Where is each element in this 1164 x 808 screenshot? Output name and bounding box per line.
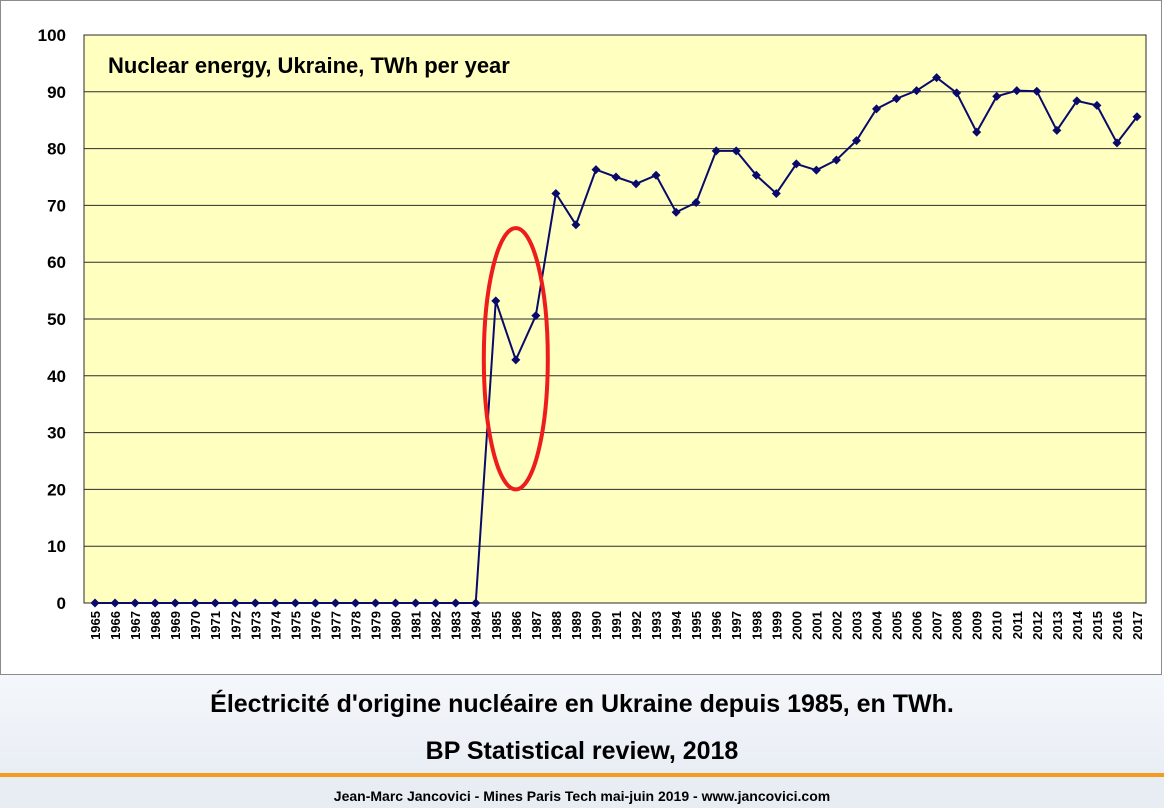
x-tick-label: 2003 [849,611,864,640]
x-tick-label: 1989 [569,611,584,640]
x-tick-label: 1971 [208,611,223,640]
caption-title: Électricité d'origine nucléaire en Ukrai… [0,690,1164,719]
x-tick-label: 1966 [108,611,123,640]
x-tick-label: 1982 [429,611,444,640]
x-tick-label: 1986 [509,611,524,640]
x-tick-label: 2015 [1090,611,1105,640]
x-tick-label: 1996 [709,611,724,640]
x-tick-label: 1965 [88,611,103,640]
y-tick-label: 90 [47,83,66,102]
x-tick-label: 1970 [188,611,203,640]
y-tick-label: 80 [47,140,66,159]
x-tick-label: 1997 [729,611,744,640]
x-tick-label: 1969 [168,611,183,640]
x-tick-label: 1998 [749,611,764,640]
x-tick-label: 2012 [1030,611,1045,640]
x-tick-label: 2004 [870,610,885,640]
x-tick-label: 2008 [950,611,965,640]
x-tick-label: 1974 [268,610,283,640]
x-tick-label: 1985 [489,611,504,640]
x-tick-label: 1975 [288,611,303,640]
x-tick-label: 2010 [990,611,1005,640]
x-tick-label: 1988 [549,611,564,640]
x-tick-label: 1995 [689,611,704,640]
chart-title: Nuclear energy, Ukraine, TWh per year [108,53,510,78]
x-tick-label: 2005 [890,611,905,640]
y-tick-label: 10 [47,537,66,556]
x-tick-label: 2016 [1110,611,1125,640]
x-tick-label: 1977 [328,611,343,640]
y-tick-label: 40 [47,367,66,386]
y-tick-label: 100 [38,26,66,45]
x-tick-label: 1967 [128,611,143,640]
x-tick-label: 1983 [449,611,464,640]
caption-source: BP Statistical review, 2018 [0,737,1164,766]
x-tick-label: 1980 [389,611,404,640]
x-tick-label: 1978 [349,611,364,640]
x-tick-label: 1994 [669,610,684,640]
x-tick-label: 2000 [789,611,804,640]
x-tick-label: 2011 [1010,611,1025,639]
x-tick-label: 1999 [769,611,784,640]
x-tick-label: 2001 [809,611,824,640]
x-axis-ticks: 1965 1966 1967 1968 1969 1970 1971 1972 1973 1974… [88,610,1145,640]
y-tick-label: 20 [47,480,66,499]
x-tick-label: 1987 [529,611,544,640]
x-tick-label: 2017 [1130,611,1145,640]
x-tick-label: 1979 [369,611,384,640]
y-tick-label: 70 [47,196,66,215]
y-tick-label: 50 [47,310,66,329]
x-tick-label: 1972 [228,611,243,640]
x-tick-label: 2014 [1070,610,1085,640]
x-tick-label: 1976 [308,611,323,640]
y-tick-label: 0 [57,594,66,613]
x-tick-label: 1968 [148,611,163,640]
x-tick-label: 1984 [469,610,484,640]
footer-credit: Jean-Marc Jancovici - Mines Paris Tech m… [0,788,1164,804]
x-tick-label: 2013 [1050,611,1065,640]
x-tick-label: 1981 [409,611,424,640]
x-tick-label: 2006 [910,611,925,640]
x-tick-label: 1973 [248,611,263,640]
x-tick-label: 1991 [609,611,624,640]
x-tick-label: 2002 [829,611,844,640]
y-tick-label: 30 [47,424,66,443]
x-tick-label: 2007 [930,611,945,640]
x-tick-label: 2009 [970,611,985,640]
x-tick-label: 1992 [629,611,644,640]
y-tick-label: 60 [47,253,66,272]
x-tick-label: 1990 [589,611,604,640]
x-tick-label: 1993 [649,611,664,640]
y-axis-ticks: 0 10 20 30 40 50 60 70 80 90 100 [38,26,66,613]
